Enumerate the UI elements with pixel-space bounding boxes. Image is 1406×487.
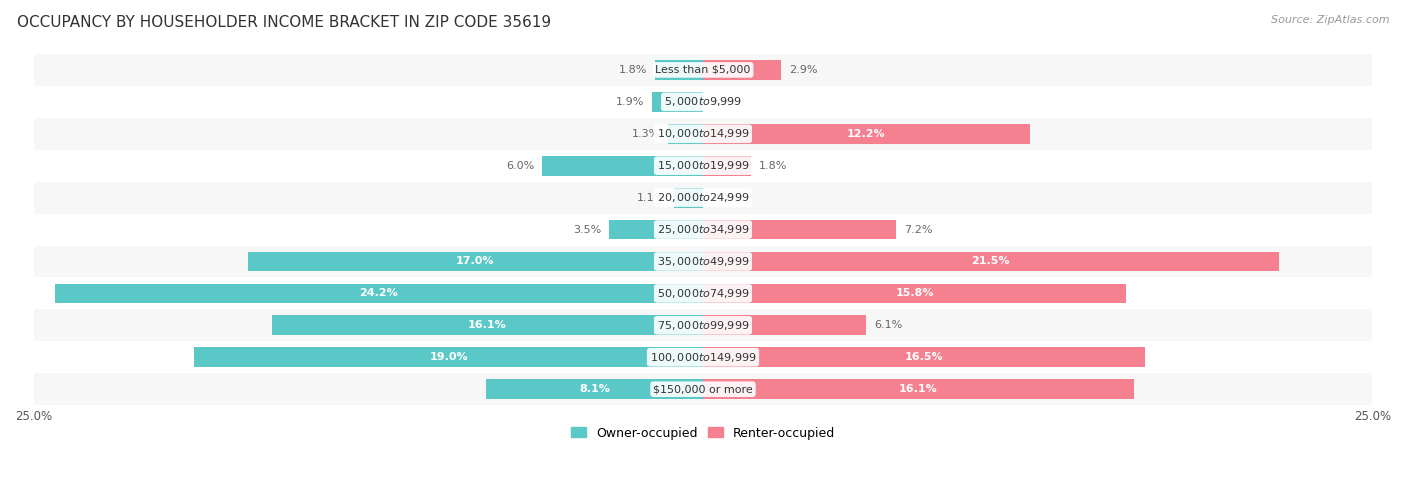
Bar bbox=[34, 309, 1372, 341]
Bar bbox=[34, 214, 1372, 245]
Text: 16.1%: 16.1% bbox=[468, 320, 506, 330]
Text: 17.0%: 17.0% bbox=[456, 257, 495, 266]
Text: $10,000 to $14,999: $10,000 to $14,999 bbox=[657, 127, 749, 140]
Text: $5,000 to $9,999: $5,000 to $9,999 bbox=[664, 95, 742, 108]
Bar bbox=[703, 60, 780, 80]
Text: $35,000 to $49,999: $35,000 to $49,999 bbox=[657, 255, 749, 268]
Text: 24.2%: 24.2% bbox=[360, 288, 398, 299]
Bar bbox=[55, 283, 703, 303]
Text: 6.0%: 6.0% bbox=[506, 161, 534, 171]
Bar bbox=[34, 245, 1372, 278]
Text: $20,000 to $24,999: $20,000 to $24,999 bbox=[657, 191, 749, 204]
Text: OCCUPANCY BY HOUSEHOLDER INCOME BRACKET IN ZIP CODE 35619: OCCUPANCY BY HOUSEHOLDER INCOME BRACKET … bbox=[17, 15, 551, 30]
Bar bbox=[703, 347, 1144, 367]
Text: $75,000 to $99,999: $75,000 to $99,999 bbox=[657, 319, 749, 332]
Bar bbox=[34, 54, 1372, 86]
Text: $150,000 or more: $150,000 or more bbox=[654, 384, 752, 394]
Bar bbox=[247, 252, 703, 271]
Bar bbox=[673, 187, 703, 207]
Text: 7.2%: 7.2% bbox=[904, 225, 932, 235]
Bar bbox=[34, 341, 1372, 373]
Bar bbox=[703, 379, 1135, 399]
Text: 1.9%: 1.9% bbox=[616, 97, 644, 107]
Bar bbox=[703, 252, 1278, 271]
Bar bbox=[703, 220, 896, 240]
Bar bbox=[668, 124, 703, 144]
Text: Less than $5,000: Less than $5,000 bbox=[655, 65, 751, 75]
Text: 0.0%: 0.0% bbox=[711, 193, 740, 203]
Bar bbox=[34, 278, 1372, 309]
Bar bbox=[34, 182, 1372, 214]
Text: 1.8%: 1.8% bbox=[619, 65, 647, 75]
Text: 19.0%: 19.0% bbox=[429, 352, 468, 362]
Text: 2.9%: 2.9% bbox=[789, 65, 817, 75]
Text: 3.5%: 3.5% bbox=[574, 225, 602, 235]
Text: $15,000 to $19,999: $15,000 to $19,999 bbox=[657, 159, 749, 172]
Text: 1.8%: 1.8% bbox=[759, 161, 787, 171]
Text: 16.1%: 16.1% bbox=[900, 384, 938, 394]
Bar bbox=[703, 283, 1126, 303]
Bar bbox=[703, 124, 1029, 144]
Bar bbox=[703, 316, 866, 335]
Text: 1.1%: 1.1% bbox=[637, 193, 665, 203]
Text: $25,000 to $34,999: $25,000 to $34,999 bbox=[657, 223, 749, 236]
Bar bbox=[194, 347, 703, 367]
Bar bbox=[486, 379, 703, 399]
Text: 16.5%: 16.5% bbox=[904, 352, 943, 362]
Bar bbox=[34, 373, 1372, 405]
Bar bbox=[34, 150, 1372, 182]
Bar bbox=[271, 316, 703, 335]
Legend: Owner-occupied, Renter-occupied: Owner-occupied, Renter-occupied bbox=[567, 422, 839, 445]
Bar bbox=[703, 156, 751, 176]
Bar bbox=[34, 118, 1372, 150]
Text: 21.5%: 21.5% bbox=[972, 257, 1010, 266]
Text: 6.1%: 6.1% bbox=[875, 320, 903, 330]
Bar bbox=[652, 92, 703, 112]
Bar bbox=[609, 220, 703, 240]
Text: Source: ZipAtlas.com: Source: ZipAtlas.com bbox=[1271, 15, 1389, 25]
Text: 0.0%: 0.0% bbox=[711, 97, 740, 107]
Bar bbox=[543, 156, 703, 176]
Text: 1.3%: 1.3% bbox=[631, 129, 661, 139]
Bar bbox=[34, 86, 1372, 118]
Text: $50,000 to $74,999: $50,000 to $74,999 bbox=[657, 287, 749, 300]
Text: 12.2%: 12.2% bbox=[846, 129, 886, 139]
Bar bbox=[655, 60, 703, 80]
Text: 15.8%: 15.8% bbox=[896, 288, 934, 299]
Text: $100,000 to $149,999: $100,000 to $149,999 bbox=[650, 351, 756, 364]
Text: 8.1%: 8.1% bbox=[579, 384, 610, 394]
